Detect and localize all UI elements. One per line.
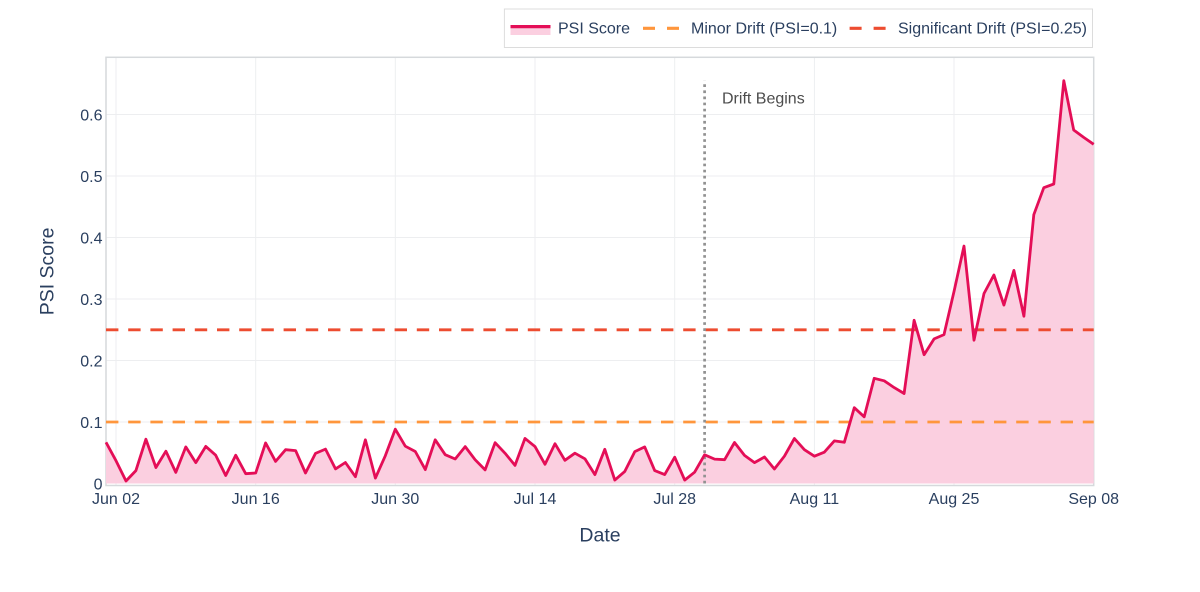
svg-text:Jul 14: Jul 14: [514, 491, 557, 508]
svg-text:PSI Score: PSI Score: [558, 21, 630, 38]
svg-text:0.5: 0.5: [80, 169, 102, 186]
svg-text:0.2: 0.2: [80, 353, 102, 370]
svg-text:Aug 11: Aug 11: [790, 491, 840, 508]
svg-text:Jul 28: Jul 28: [653, 491, 696, 508]
svg-text:0: 0: [94, 476, 103, 493]
svg-text:Aug 25: Aug 25: [929, 491, 980, 508]
svg-text:Jun 16: Jun 16: [232, 491, 280, 508]
svg-text:0.4: 0.4: [80, 230, 102, 247]
svg-text:0.6: 0.6: [80, 107, 102, 124]
svg-text:Drift Begins: Drift Begins: [722, 91, 805, 108]
svg-text:Significant Drift (PSI=0.25): Significant Drift (PSI=0.25): [898, 21, 1087, 38]
svg-text:Jun 30: Jun 30: [371, 491, 419, 508]
svg-text:Minor Drift (PSI=0.1): Minor Drift (PSI=0.1): [691, 21, 837, 38]
svg-text:Jun 02: Jun 02: [92, 491, 140, 508]
svg-text:Date: Date: [579, 525, 620, 547]
svg-text:PSI Score: PSI Score: [37, 228, 59, 316]
svg-text:Sep 08: Sep 08: [1068, 491, 1119, 508]
svg-text:0.3: 0.3: [80, 292, 102, 309]
svg-text:0.1: 0.1: [80, 415, 102, 432]
